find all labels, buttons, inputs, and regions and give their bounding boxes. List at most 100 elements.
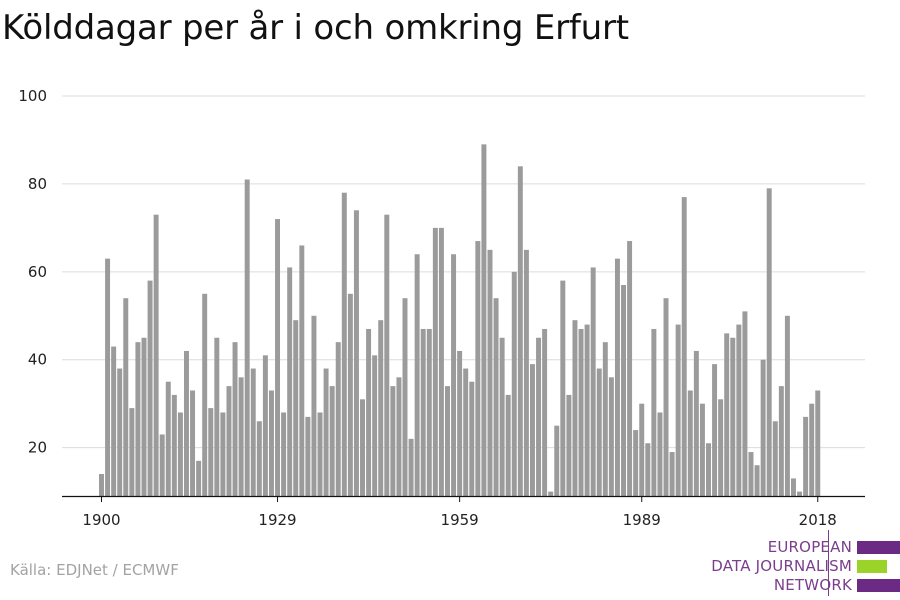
bar: [402, 298, 408, 496]
bar: [505, 394, 511, 496]
bar: [748, 452, 754, 496]
bar: [99, 474, 104, 496]
bar: [784, 315, 790, 496]
x-axis-ticks: 1900 1929 1959 1989 2018: [82, 496, 837, 529]
bar: [687, 390, 693, 496]
bar: [117, 368, 123, 496]
bar: [742, 311, 748, 496]
bar: [487, 249, 493, 496]
bar: [129, 408, 135, 496]
bar: [639, 403, 645, 496]
bar: [797, 491, 803, 496]
x-tick-label: 1900: [82, 511, 120, 529]
bar: [621, 285, 627, 496]
y-tick-label: 100: [18, 87, 47, 105]
bar: [669, 452, 675, 496]
bar: [469, 381, 475, 496]
bar: [481, 144, 487, 496]
bar: [790, 478, 796, 496]
bar: [572, 320, 578, 496]
bar: [123, 298, 129, 496]
edjnet-logo[interactable]: EUROPEAN DATA JOURNALISM NETWORK: [700, 530, 900, 596]
bar: [299, 245, 305, 496]
bar: [590, 267, 596, 496]
bar: [111, 346, 117, 496]
bar: [754, 465, 760, 496]
bar: [529, 364, 535, 496]
bar: [651, 328, 657, 496]
bar: [426, 328, 432, 496]
bar: [275, 219, 281, 497]
bar: [408, 438, 414, 496]
bar: [153, 214, 159, 496]
bar: [699, 403, 705, 496]
bar: [238, 377, 244, 496]
logo-line-3: NETWORK: [773, 576, 852, 594]
bar: [608, 377, 614, 496]
x-tick-label: 1929: [258, 511, 296, 529]
bar: [803, 416, 809, 496]
bar: [614, 258, 620, 496]
bar: [196, 460, 202, 496]
bar: [414, 254, 420, 496]
bar: [347, 293, 353, 496]
bar: [736, 324, 742, 496]
bar: [390, 386, 396, 496]
bar: [262, 355, 268, 496]
bar: [165, 381, 171, 496]
bar: [718, 399, 724, 496]
bar: [159, 434, 165, 496]
bar: [256, 421, 262, 496]
bar: [432, 227, 438, 496]
logo-line-1: EUROPEAN: [767, 538, 852, 556]
bar: [596, 368, 602, 496]
logo-line-2: DATA JOURNALISM: [711, 557, 852, 575]
bar: [378, 320, 384, 496]
bar: [578, 328, 584, 496]
bar: [766, 188, 772, 497]
bar: [396, 377, 402, 496]
bar: [602, 342, 608, 496]
bar: [675, 324, 681, 496]
bar: [566, 394, 572, 496]
bar: [305, 416, 311, 496]
y-tick-label: 20: [28, 439, 47, 457]
bar: [517, 166, 523, 497]
bar: [511, 271, 517, 496]
bar: [681, 197, 687, 496]
bar: [499, 337, 505, 496]
x-tick-label: 1959: [441, 511, 479, 529]
bar: [105, 258, 111, 496]
bar: [372, 355, 378, 496]
bar: [438, 227, 444, 496]
x-tick-label: 2018: [799, 511, 837, 529]
bar: [317, 412, 323, 496]
bar: [493, 298, 499, 496]
bar: [183, 350, 189, 496]
bar: [287, 267, 293, 496]
bar: [202, 293, 208, 496]
bar: [311, 315, 317, 496]
bar: [536, 337, 542, 496]
bar: [341, 192, 347, 496]
bar: [420, 328, 426, 496]
source-note: Källa: EDJNet / ECMWF: [10, 561, 179, 579]
bar: [323, 368, 329, 496]
bar: [475, 241, 481, 496]
logo-bar-3: [857, 579, 900, 592]
bar: [724, 333, 730, 496]
bar: [135, 342, 141, 496]
bar: [772, 421, 778, 496]
bar: [548, 491, 554, 496]
logo-bar-1: [857, 541, 900, 554]
bar: [809, 403, 815, 496]
bar: [329, 386, 335, 496]
bar: [244, 179, 250, 496]
bar: [353, 210, 359, 497]
bar: [760, 359, 766, 496]
bar: [360, 399, 365, 496]
bars: [99, 144, 821, 497]
bar: [730, 337, 736, 496]
bar: [627, 241, 633, 496]
